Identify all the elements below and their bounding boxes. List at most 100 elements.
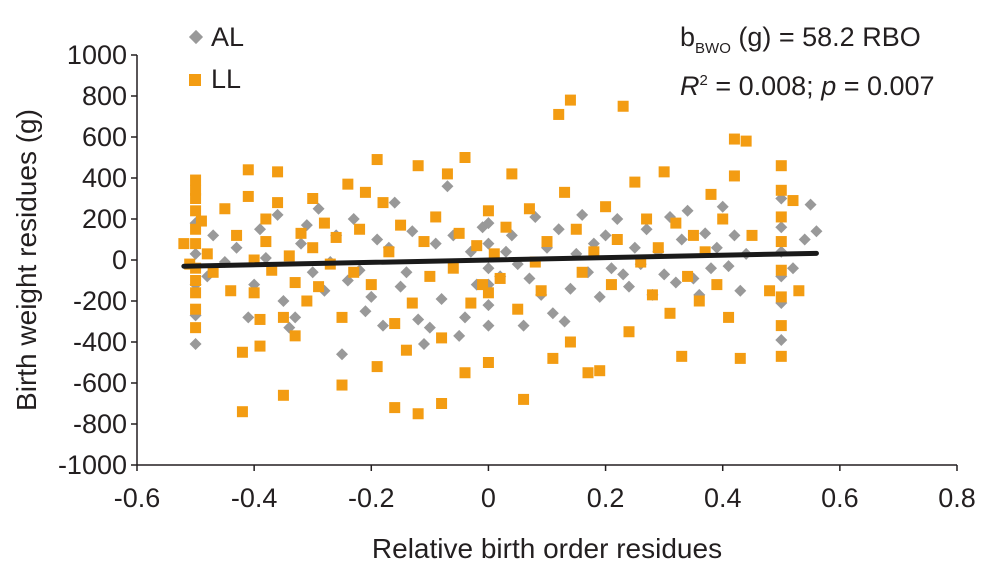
ll-point <box>277 311 289 323</box>
ll-point <box>231 229 243 241</box>
data-points <box>178 94 823 420</box>
ll-point <box>406 297 418 309</box>
ll-point <box>518 393 530 405</box>
al-point <box>459 311 471 324</box>
y-tick-label: -200 <box>73 286 127 316</box>
ll-point <box>436 332 448 344</box>
ll-point <box>348 266 360 278</box>
ll-point <box>471 240 483 252</box>
al-point <box>552 223 565 236</box>
al-point <box>277 295 290 307</box>
ll-point <box>465 297 477 309</box>
al-point <box>798 233 811 246</box>
ll-point <box>389 318 401 330</box>
ll-point <box>699 246 711 258</box>
ll-point <box>676 350 688 362</box>
y-tick-label: -600 <box>73 368 127 398</box>
ll-point <box>201 248 213 260</box>
ll-point <box>600 201 612 213</box>
al-point <box>347 213 360 225</box>
ll-point <box>301 295 313 307</box>
al-point <box>482 299 495 312</box>
al-point <box>435 292 448 305</box>
al-point <box>617 268 630 281</box>
ll-point <box>482 205 494 217</box>
ll-point <box>336 311 348 323</box>
x-tick-label: 0.4 <box>704 483 742 513</box>
al-point <box>734 284 747 297</box>
al-point <box>564 282 577 295</box>
y-tick-label: 400 <box>82 163 127 193</box>
ll-point <box>775 320 787 332</box>
legend-ll-marker <box>189 74 201 86</box>
ll-point <box>459 367 471 379</box>
ll-point <box>412 408 424 420</box>
regression-annotation: bBWO (g) = 58.2 RBO R2 = 0.008; p = 0.00… <box>680 22 935 101</box>
x-tick-label: -0.4 <box>231 483 278 513</box>
ll-point <box>775 184 787 196</box>
ll-point <box>482 357 494 368</box>
ll-point <box>611 234 623 245</box>
ll-point <box>500 221 512 233</box>
al-point <box>810 225 823 238</box>
ll-point <box>646 289 658 301</box>
ll-point <box>242 190 254 202</box>
al-point <box>675 233 688 246</box>
al-point <box>605 262 618 275</box>
ll-point <box>190 193 202 204</box>
ll-point <box>541 236 553 248</box>
ll-point <box>453 227 465 239</box>
ll-point <box>260 236 272 248</box>
ll-point <box>395 219 407 231</box>
ll-point <box>775 350 787 362</box>
ll-point <box>190 287 202 299</box>
x-tick-label: 0.2 <box>587 483 625 513</box>
ll-point <box>488 248 500 260</box>
ll-point <box>746 229 758 241</box>
y-tick-label: 200 <box>82 204 127 234</box>
al-point <box>189 247 202 260</box>
al-point <box>546 307 559 320</box>
ll-point <box>641 213 653 225</box>
ll-point <box>225 285 237 297</box>
ll-point <box>283 250 295 262</box>
ll-point <box>318 217 330 229</box>
ll-point <box>652 242 664 254</box>
ll-point <box>266 264 278 276</box>
ll-point <box>658 166 670 178</box>
ll-point <box>670 217 682 229</box>
ll-point <box>687 229 699 241</box>
legend-al-label: AL <box>211 22 244 52</box>
ll-point <box>190 238 202 250</box>
ll-point <box>207 266 219 278</box>
al-point <box>804 198 817 211</box>
ll-point <box>494 272 506 284</box>
al-point <box>775 333 788 346</box>
al-point <box>558 315 571 328</box>
legend-item-ll: LL <box>189 64 241 94</box>
ll-point <box>371 361 383 373</box>
ll-point <box>629 176 641 188</box>
ll-point <box>313 281 325 293</box>
ll-point <box>711 279 723 291</box>
ll-point <box>775 211 787 223</box>
ll-point <box>190 223 202 235</box>
ll-point <box>635 256 647 268</box>
ll-point <box>459 152 471 163</box>
ll-point <box>512 303 524 315</box>
ll-point <box>564 94 576 106</box>
al-point <box>705 262 717 275</box>
x-tick-label: 0.8 <box>938 483 976 513</box>
ll-point <box>787 195 799 207</box>
trend-line-layer <box>181 250 819 269</box>
ll-point <box>570 223 582 235</box>
al-point <box>593 290 606 303</box>
al-point <box>400 266 413 279</box>
ll-point <box>705 188 717 200</box>
ll-point <box>775 264 787 276</box>
x-tick-label: -0.6 <box>114 483 161 513</box>
ll-point <box>693 295 705 307</box>
al-point <box>699 227 712 240</box>
y-tick-label: 0 <box>112 245 127 275</box>
al-point <box>295 237 307 250</box>
